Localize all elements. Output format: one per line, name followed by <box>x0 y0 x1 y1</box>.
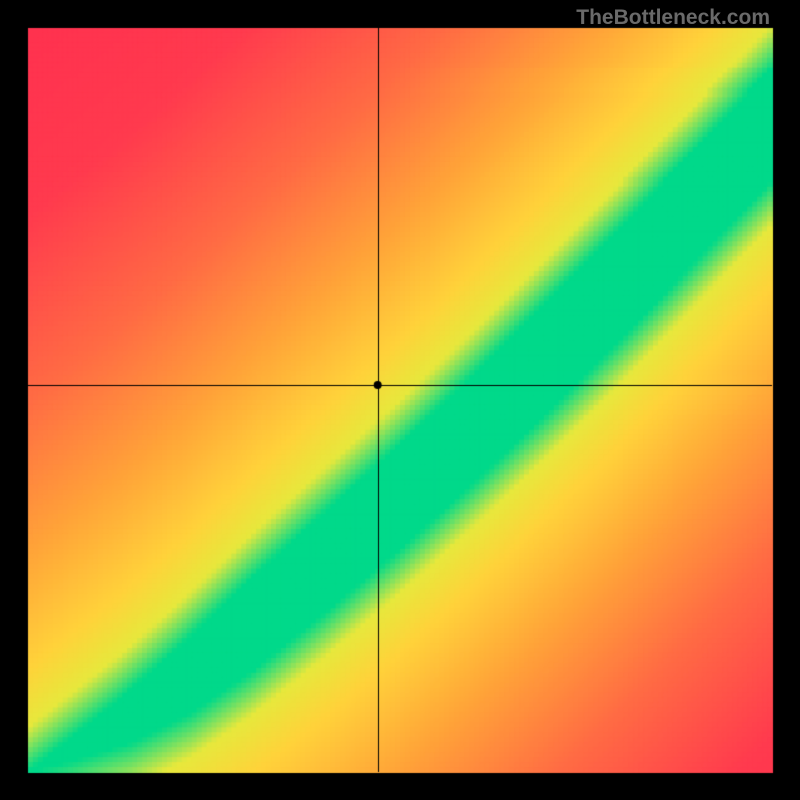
watermark-text: TheBottleneck.com <box>576 6 770 30</box>
bottleneck-heatmap <box>0 0 800 800</box>
chart-container: { "chart": { "type": "heatmap", "canvas_… <box>0 0 800 800</box>
